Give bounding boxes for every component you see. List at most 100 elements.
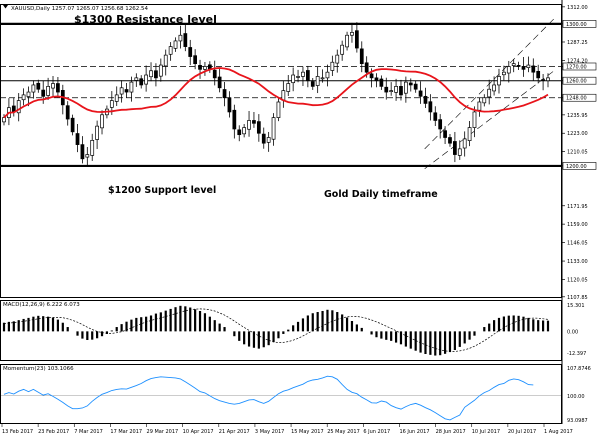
x-tick-label: 10 Apr 2017	[183, 429, 214, 435]
candle-body	[492, 84, 496, 92]
candle-body	[56, 83, 60, 93]
y-tick-label: 1210.05	[567, 150, 588, 156]
y-tick-label: 1312.00	[567, 5, 588, 11]
candle-body	[46, 86, 50, 96]
panel-frame-0	[0, 4, 562, 298]
candle-body	[399, 86, 403, 96]
candle-body	[482, 97, 487, 104]
candle-body	[379, 78, 384, 87]
x-tick-label: 6 Jun 2017	[363, 429, 390, 435]
candle-body	[242, 127, 247, 135]
candle-body	[188, 47, 193, 57]
x-tick-label: 17 Mar 2017	[110, 429, 142, 435]
candle-body	[124, 89, 129, 93]
candle-body	[70, 117, 75, 133]
candle-body	[227, 97, 232, 113]
candle-body	[497, 76, 501, 86]
x-tick-label: 21 Apr 2017	[219, 429, 250, 435]
candle-body	[448, 137, 452, 144]
y-tick-label: 1107.85	[567, 295, 588, 301]
collapse-arrow-icon	[3, 5, 8, 9]
candle-body	[144, 74, 148, 85]
candle-body	[502, 71, 506, 76]
candle-body	[232, 109, 237, 130]
trend-channel-line-0	[424, 16, 557, 150]
x-tick-label: 25 May 2017	[327, 429, 360, 435]
x-tick-label: 13 Feb 2017	[2, 429, 33, 435]
candle-body	[423, 95, 428, 104]
candle-body	[487, 88, 492, 98]
candle-body	[90, 139, 95, 156]
candle-body	[546, 77, 550, 82]
candle-body	[80, 144, 85, 160]
candle-body	[109, 100, 114, 108]
price-label: 1260.00	[566, 79, 587, 85]
x-tick-label: 1 Aug 2017	[544, 429, 573, 435]
candle-body	[198, 65, 202, 70]
candle-body	[36, 82, 41, 90]
candle-body	[222, 89, 227, 99]
candle-body	[247, 120, 251, 130]
candle-body	[163, 54, 168, 67]
candle-body	[95, 125, 99, 140]
momentum-tick-label: 93.0987	[567, 418, 588, 424]
candle-body	[21, 94, 26, 101]
candle-body	[291, 74, 296, 84]
candle-body	[359, 48, 364, 65]
candle-body	[2, 117, 6, 123]
macd-tick-label: 15.301	[567, 303, 585, 309]
candle-body	[408, 82, 413, 86]
chart-title: Gold Daily timeframe	[324, 189, 438, 200]
x-tick-label: 29 Mar 2017	[147, 429, 179, 435]
y-tick-label: 1171.95	[567, 204, 588, 210]
x-tick-label: 28 Jun 2017	[436, 429, 466, 435]
candle-body	[457, 148, 462, 156]
y-tick-label: 1133.00	[567, 259, 588, 265]
candle-body	[305, 70, 310, 82]
x-tick-label: 16 Jun 2017	[399, 429, 429, 435]
price-label-box	[562, 93, 597, 102]
candle-body	[374, 77, 379, 82]
candle-body	[472, 111, 477, 128]
candle-body	[394, 86, 398, 93]
candle-body	[149, 70, 153, 78]
macd-signal-line	[3, 308, 549, 352]
x-tick-label: 3 May 2017	[255, 429, 284, 435]
x-tick-label: 10 Jul 2017	[472, 429, 500, 435]
candle-body	[203, 66, 207, 70]
y-tick-label: 1274.20	[567, 59, 588, 65]
candle-body	[413, 83, 418, 90]
candle-body	[100, 114, 104, 129]
candle-body	[330, 61, 335, 71]
candle-body	[183, 33, 188, 47]
candle-body	[217, 76, 222, 89]
macd-tick-label: 0.00	[567, 329, 578, 335]
candle-body	[340, 44, 345, 55]
candle-body	[531, 65, 536, 73]
candle-body	[31, 84, 36, 93]
candle-body	[350, 32, 354, 36]
candle-body	[477, 101, 482, 111]
trend-channel-line-1	[424, 69, 557, 169]
momentum-title: Momentum(23) 103.1066	[3, 366, 74, 372]
x-tick-label: 15 May 2017	[291, 429, 324, 435]
candle-body	[212, 69, 217, 79]
y-tick-label: 1287.25	[567, 40, 588, 46]
candle-body	[276, 101, 281, 118]
x-tick-label: 23 Feb 2017	[38, 429, 69, 435]
y-tick-label: 1223.00	[567, 131, 588, 137]
candle-body	[173, 40, 178, 49]
y-tick-label: 1146.05	[567, 241, 588, 247]
momentum-line	[3, 375, 534, 421]
candle-body	[296, 76, 300, 78]
price-label: 1200.00	[566, 164, 587, 170]
candle-body	[384, 86, 389, 93]
candle-body	[511, 63, 516, 66]
price-label: 1248.00	[566, 96, 587, 102]
candle-body	[134, 77, 139, 81]
candle-body	[428, 101, 433, 113]
price-label: 1270.00	[566, 64, 587, 70]
candle-body	[261, 133, 266, 144]
candle-body	[438, 119, 443, 130]
